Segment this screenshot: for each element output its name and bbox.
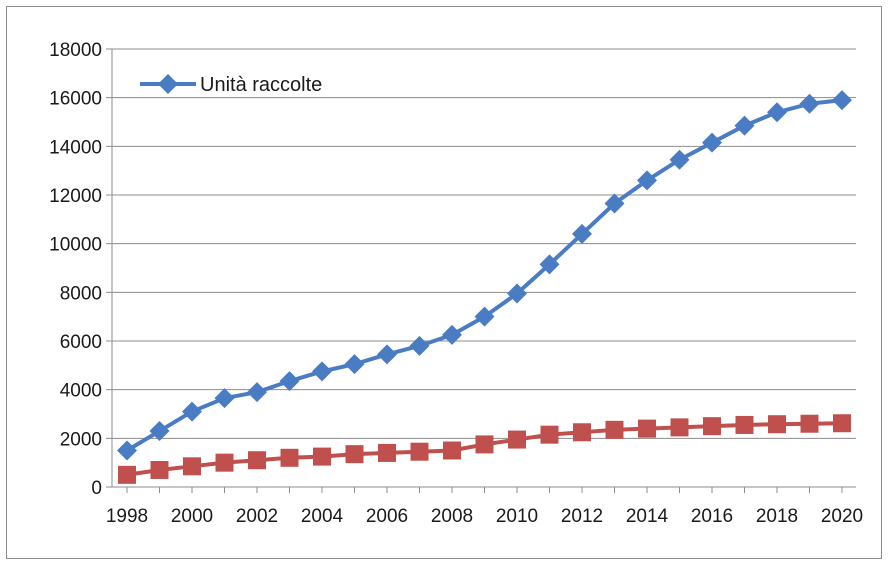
data-point-diamond bbox=[735, 116, 755, 136]
data-point-square bbox=[801, 415, 819, 433]
data-point-diamond bbox=[832, 90, 852, 110]
data-point-square bbox=[768, 415, 786, 433]
data-point-diamond bbox=[117, 441, 137, 461]
x-tick-label: 2004 bbox=[301, 506, 344, 527]
data-point-square bbox=[638, 420, 656, 438]
data-point-diamond bbox=[345, 354, 365, 374]
data-point-diamond bbox=[312, 361, 332, 381]
gridlines bbox=[112, 49, 856, 438]
data-point-square bbox=[151, 461, 169, 479]
data-point-diamond bbox=[800, 94, 820, 114]
data-point-square bbox=[671, 418, 689, 436]
y-tick-label: 14000 bbox=[49, 137, 102, 158]
legend-label: Unità raccolte bbox=[200, 74, 322, 96]
data-point-square bbox=[736, 416, 754, 434]
data-point-square bbox=[378, 444, 396, 462]
x-tick-label: 2012 bbox=[561, 506, 603, 527]
data-point-square bbox=[833, 414, 851, 432]
x-tick-label: 2014 bbox=[626, 506, 669, 527]
data-point-square bbox=[248, 451, 266, 469]
data-point-square bbox=[606, 421, 624, 439]
data-point-square bbox=[508, 431, 526, 449]
y-tick-label: 12000 bbox=[49, 186, 102, 207]
data-point-diamond bbox=[280, 371, 300, 391]
x-tick-label: 2018 bbox=[756, 506, 798, 527]
data-point-square bbox=[573, 423, 591, 441]
data-point-square bbox=[476, 435, 494, 453]
data-point-diamond bbox=[182, 402, 202, 422]
y-tick-label: 8000 bbox=[60, 283, 102, 304]
data-point-diamond bbox=[247, 382, 267, 402]
data-point-diamond bbox=[215, 388, 235, 408]
y-tick-label: 16000 bbox=[49, 89, 102, 110]
x-tick-label: 2010 bbox=[496, 506, 538, 527]
x-tick-label: 2016 bbox=[691, 506, 733, 527]
y-tick-label: 10000 bbox=[49, 235, 102, 256]
legend: Unità raccolte bbox=[140, 74, 322, 96]
x-tick-label: 2020 bbox=[821, 506, 863, 527]
data-point-square bbox=[118, 466, 136, 484]
y-tick-label: 6000 bbox=[60, 332, 102, 353]
data-point-diamond bbox=[410, 336, 430, 356]
y-tick-label: 4000 bbox=[60, 381, 102, 402]
series-layer bbox=[117, 90, 852, 484]
data-point-diamond bbox=[702, 133, 722, 153]
x-tick-label: 2000 bbox=[171, 506, 213, 527]
data-point-square bbox=[183, 457, 201, 475]
data-point-diamond bbox=[670, 150, 690, 170]
y-tick-label: 18000 bbox=[49, 40, 102, 61]
data-point-diamond bbox=[377, 344, 397, 364]
data-point-diamond bbox=[442, 325, 462, 345]
y-tick-labels: 0 2000 4000 6000 8000 10000 12000 14000 16000 180… bbox=[49, 40, 102, 499]
data-point-square bbox=[411, 443, 429, 461]
x-tick-label: 1998 bbox=[106, 506, 148, 527]
x-tick-label: 2002 bbox=[236, 506, 278, 527]
data-point-square bbox=[281, 449, 299, 467]
x-tick-labels: 1998 2000 2002 2004 2006 2008 2010 2012 2014 2016… bbox=[106, 506, 863, 527]
x-tick-label: 2008 bbox=[431, 506, 473, 527]
data-point-square bbox=[703, 417, 721, 435]
x-tick-label: 2006 bbox=[366, 506, 408, 527]
data-point-square bbox=[541, 426, 559, 444]
data-point-square bbox=[216, 454, 234, 472]
legend-marker-diamond bbox=[158, 74, 178, 94]
data-point-diamond bbox=[767, 102, 787, 122]
y-tick-label: 0 bbox=[91, 478, 102, 499]
data-point-square bbox=[443, 442, 461, 460]
data-point-square bbox=[313, 448, 331, 466]
data-point-square bbox=[346, 445, 364, 463]
y-tick-label: 2000 bbox=[60, 429, 102, 450]
